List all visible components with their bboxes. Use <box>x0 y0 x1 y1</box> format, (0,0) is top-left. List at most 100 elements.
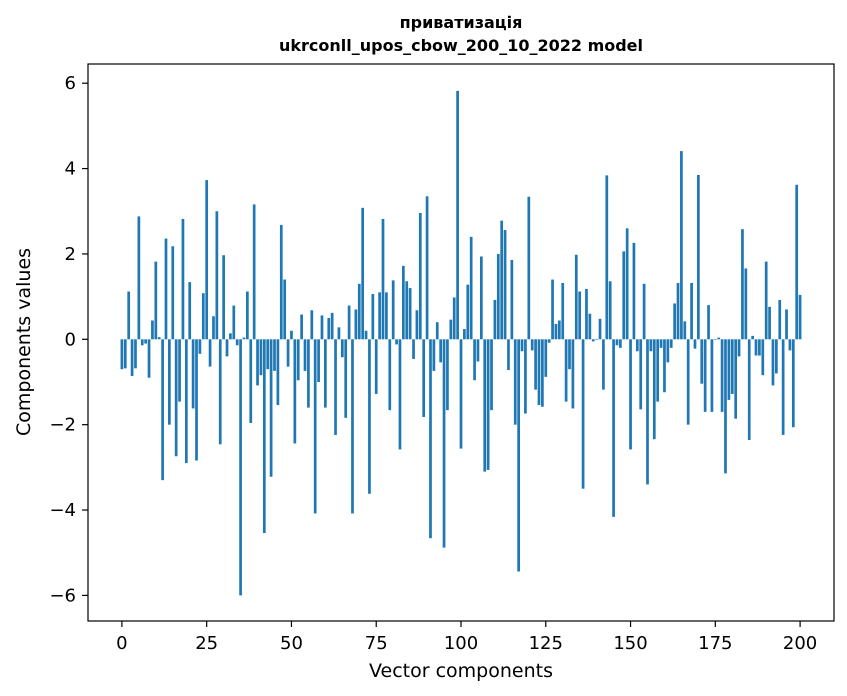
bar-13 <box>164 238 168 340</box>
bar-170 <box>697 174 700 340</box>
bar-74 <box>371 294 375 340</box>
bar-25 <box>205 180 209 340</box>
bar-89 <box>422 339 426 417</box>
bar-46 <box>276 339 280 406</box>
bar-60 <box>324 339 327 408</box>
bar-118 <box>520 339 524 352</box>
bar-181 <box>734 339 738 419</box>
y-tick-label: −6 <box>49 585 76 606</box>
bar-169 <box>693 339 697 349</box>
bar-3 <box>130 339 134 377</box>
bar-147 <box>619 339 622 348</box>
bar-91 <box>429 339 432 539</box>
bar-82 <box>398 339 402 450</box>
bar-168 <box>690 282 693 340</box>
bar-125 <box>544 339 548 377</box>
bar-96 <box>446 339 449 411</box>
bar-159 <box>659 339 663 348</box>
bar-63 <box>334 339 337 435</box>
bar-44 <box>269 339 273 477</box>
bar-122 <box>534 339 537 390</box>
bar-140 <box>595 339 598 340</box>
bar-128 <box>554 323 558 340</box>
bar-146 <box>615 339 619 346</box>
bar-108 <box>486 339 490 470</box>
bar-162 <box>669 339 673 348</box>
bar-192 <box>771 339 775 386</box>
bar-23 <box>198 339 202 354</box>
x-tick-label: 100 <box>444 633 478 654</box>
bar-103 <box>469 236 473 340</box>
bar-27 <box>212 316 215 340</box>
bar-179 <box>727 339 731 400</box>
bar-182 <box>737 339 741 357</box>
bar-69 <box>354 309 358 340</box>
bar-43 <box>266 339 270 370</box>
bar-185 <box>747 339 751 441</box>
bar-94 <box>439 339 443 363</box>
bar-71 <box>361 207 365 340</box>
bar-52 <box>296 339 300 381</box>
bar-130 <box>561 282 565 340</box>
bar-0 <box>120 339 124 370</box>
bar-104 <box>473 339 476 381</box>
bar-7 <box>144 339 147 344</box>
bar-26 <box>208 339 212 367</box>
bar-127 <box>551 279 554 340</box>
bar-157 <box>652 339 656 440</box>
bar-55 <box>307 339 310 408</box>
bar-17 <box>178 339 181 402</box>
bar-39 <box>252 204 256 340</box>
bar-156 <box>649 339 653 352</box>
bar-73 <box>368 339 371 494</box>
bar-183 <box>741 229 744 340</box>
bar-166 <box>683 321 687 340</box>
bar-160 <box>663 339 666 393</box>
bar-97 <box>449 319 453 340</box>
chart-subtitle: ukrconll_upos_cbow_200_10_2022 model <box>279 36 643 55</box>
bar-176 <box>717 337 721 340</box>
bar-38 <box>249 339 253 423</box>
bar-72 <box>364 330 368 340</box>
bar-79 <box>388 339 392 411</box>
bar-115 <box>510 259 514 340</box>
bar-98 <box>452 297 456 340</box>
bar-184 <box>744 268 748 340</box>
y-tick-label: 0 <box>65 329 76 350</box>
bar-75 <box>374 339 378 394</box>
bar-76 <box>378 292 381 340</box>
bar-22 <box>195 339 198 461</box>
y-tick-label: −4 <box>49 500 76 521</box>
bar-64 <box>337 327 341 340</box>
x-axis-ticks: 0 25 50 75 100 125 150 175 200 <box>116 621 817 654</box>
bar-70 <box>357 283 361 340</box>
bar-139 <box>591 339 595 342</box>
bar-178 <box>724 339 727 474</box>
bar-123 <box>537 339 541 406</box>
bar-21 <box>191 339 195 409</box>
bar-18 <box>181 218 185 340</box>
x-tick-label: 75 <box>365 633 388 654</box>
bar-20 <box>188 282 192 340</box>
bar-54 <box>303 339 307 371</box>
bar-36 <box>242 337 246 340</box>
bar-173 <box>707 305 710 340</box>
bar-57 <box>313 339 317 514</box>
bar-67 <box>347 305 351 340</box>
bar-199 <box>795 184 799 340</box>
bar-29 <box>218 339 222 445</box>
bar-5 <box>137 216 141 340</box>
x-axis-label: Vector components <box>369 660 553 682</box>
bar-158 <box>656 339 660 402</box>
bar-40 <box>256 339 259 386</box>
bar-107 <box>483 339 487 472</box>
bar-42 <box>262 339 266 534</box>
bar-58 <box>317 339 320 382</box>
bar-50 <box>290 330 293 340</box>
bar-93 <box>435 322 439 340</box>
bar-106 <box>479 256 483 340</box>
bar-119 <box>524 339 527 414</box>
bar-1 <box>123 339 127 369</box>
bar-101 <box>463 329 466 340</box>
